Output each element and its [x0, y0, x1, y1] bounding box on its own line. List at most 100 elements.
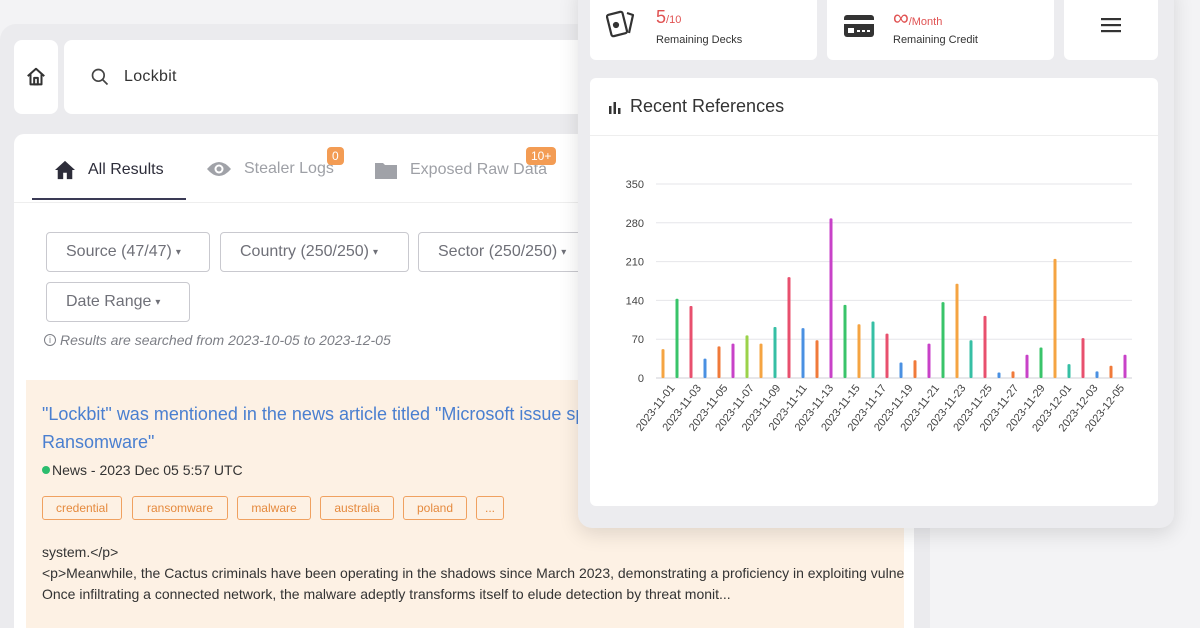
- more-tags-button[interactable]: ...: [476, 496, 504, 520]
- chart-title: Recent References: [630, 96, 785, 116]
- chart-bar[interactable]: [801, 328, 805, 378]
- chevron-down-icon: ▾: [155, 296, 161, 308]
- chart-bar[interactable]: [787, 277, 791, 378]
- search-range-info: i Results are searched from 2023-10-05 t…: [44, 332, 391, 348]
- chart-bar[interactable]: [773, 327, 777, 378]
- chart-bar[interactable]: [885, 333, 889, 378]
- y-tick-label: 210: [626, 257, 644, 269]
- tag-poland[interactable]: poland: [403, 496, 467, 520]
- chart-bar[interactable]: [675, 298, 679, 378]
- decks-value: 5/10: [656, 7, 681, 28]
- chart-header: Recent References: [590, 78, 1158, 136]
- date-range-filter[interactable]: Date Range ▾: [46, 282, 190, 322]
- chart-bar[interactable]: [941, 302, 945, 378]
- chart-bar[interactable]: [759, 343, 763, 378]
- menu-button[interactable]: [1064, 0, 1158, 60]
- chart-bar[interactable]: [1109, 365, 1113, 378]
- credit-value-number: ∞: [893, 5, 909, 30]
- chevron-down-icon: ▾: [561, 246, 567, 258]
- chart-bar[interactable]: [1025, 354, 1029, 378]
- tab-label: Exposed Raw Data: [410, 161, 547, 178]
- chart-bar[interactable]: [745, 335, 749, 378]
- stealer-logs-badge: 0: [327, 147, 344, 165]
- chart-bar[interactable]: [913, 360, 917, 378]
- search-icon: [90, 67, 110, 87]
- tag-australia[interactable]: australia: [320, 496, 394, 520]
- remaining-credit-card: ∞/Month Remaining Credit: [827, 0, 1054, 60]
- y-tick-label: 70: [632, 334, 644, 346]
- decks-label: Remaining Decks: [656, 34, 743, 46]
- source-filter[interactable]: Source (47/47) ▾: [46, 232, 210, 272]
- result-snippet: system.</p> <p>Meanwhile, the Cactus cri…: [42, 542, 912, 605]
- tab-exposed-raw-data[interactable]: Exposed Raw Data: [374, 160, 547, 180]
- date-range-filter-label: Date Range: [66, 293, 152, 310]
- chart-bar[interactable]: [871, 321, 875, 378]
- search-input[interactable]: Lockbit: [64, 40, 604, 114]
- chart-bar[interactable]: [899, 362, 903, 378]
- recent-references-card: Recent References 0 70 140 210 280 350 2023-11…: [590, 78, 1158, 506]
- tag-ransomware[interactable]: ransomware: [132, 496, 228, 520]
- chart-bar[interactable]: [843, 304, 847, 378]
- y-tick-label: 0: [638, 373, 644, 385]
- exposed-raw-data-badge: 10+: [526, 147, 557, 165]
- country-filter-label: Country (250/250): [240, 243, 369, 260]
- result-tabs: All Results Stealer Logs 0 Exposed Raw D…: [14, 134, 614, 203]
- bar-chart-icon: [608, 100, 622, 114]
- chart-bar[interactable]: [689, 305, 693, 378]
- folder-icon: [374, 160, 398, 180]
- result-meta: News - 2023 Dec 05 5:57 UTC: [42, 462, 243, 478]
- chart-bar[interactable]: [703, 358, 707, 378]
- decks-total: /10: [666, 14, 682, 26]
- tab-stealer-logs[interactable]: Stealer Logs: [206, 160, 334, 178]
- chart-bar[interactable]: [717, 346, 721, 378]
- result-meta-text: News - 2023 Dec 05 5:57 UTC: [52, 462, 243, 478]
- tag-credential[interactable]: credential: [42, 496, 122, 520]
- chart-bar[interactable]: [731, 343, 735, 378]
- search-range-text: Results are searched from 2023-10-05 to …: [60, 332, 391, 348]
- chart-bar[interactable]: [1011, 371, 1015, 378]
- sector-filter[interactable]: Sector (250/250) ▾: [418, 232, 598, 272]
- tab-all-results[interactable]: All Results: [54, 160, 164, 180]
- tag-malware[interactable]: malware: [237, 496, 311, 520]
- chart-bar[interactable]: [1039, 347, 1043, 378]
- chart-bar[interactable]: [661, 349, 665, 378]
- tab-label: Stealer Logs: [244, 160, 334, 177]
- chart-bar[interactable]: [1053, 258, 1057, 378]
- chart-bar[interactable]: [857, 324, 861, 378]
- active-tab-indicator: [32, 198, 186, 200]
- chart-bar[interactable]: [927, 343, 931, 378]
- chart-bar[interactable]: [815, 340, 819, 378]
- chart-bar[interactable]: [969, 340, 973, 378]
- y-tick-label: 350: [626, 179, 644, 191]
- credit-label: Remaining Credit: [893, 34, 978, 46]
- credit-value: ∞/Month: [893, 5, 942, 31]
- search-query: Lockbit: [124, 68, 177, 85]
- chart-bar[interactable]: [1081, 338, 1085, 378]
- home-button[interactable]: [14, 40, 58, 114]
- chart-bar[interactable]: [1067, 364, 1071, 378]
- source-filter-label: Source (47/47): [66, 243, 172, 260]
- chart-bar[interactable]: [997, 372, 1001, 378]
- eye-icon: [206, 160, 232, 178]
- divider: [14, 202, 614, 203]
- y-tick-label: 140: [626, 295, 644, 307]
- chart-bar[interactable]: [983, 315, 987, 378]
- chart-bar[interactable]: [1095, 371, 1099, 378]
- decks-value-number: 5: [656, 7, 667, 27]
- status-dot: [42, 466, 50, 474]
- snippet-line: <p>Meanwhile, the Cactus criminals have …: [42, 565, 905, 581]
- snippet-line: Once infiltrating a connected network, t…: [42, 586, 731, 602]
- home-icon: [25, 66, 47, 88]
- credit-card-icon: [842, 11, 876, 46]
- remaining-decks-card: 5/10 Remaining Decks: [590, 0, 817, 60]
- chevron-down-icon: ▾: [372, 246, 378, 258]
- chart-bar[interactable]: [1123, 354, 1127, 378]
- chevron-down-icon: ▾: [175, 246, 181, 258]
- menu-icon: [1101, 17, 1121, 38]
- snippet-line: system.</p>: [42, 544, 119, 560]
- chart-bar[interactable]: [955, 283, 959, 378]
- info-icon: i: [44, 334, 56, 346]
- country-filter[interactable]: Country (250/250) ▾: [220, 232, 409, 272]
- chart-bar[interactable]: [829, 218, 833, 378]
- sector-filter-label: Sector (250/250): [438, 243, 558, 260]
